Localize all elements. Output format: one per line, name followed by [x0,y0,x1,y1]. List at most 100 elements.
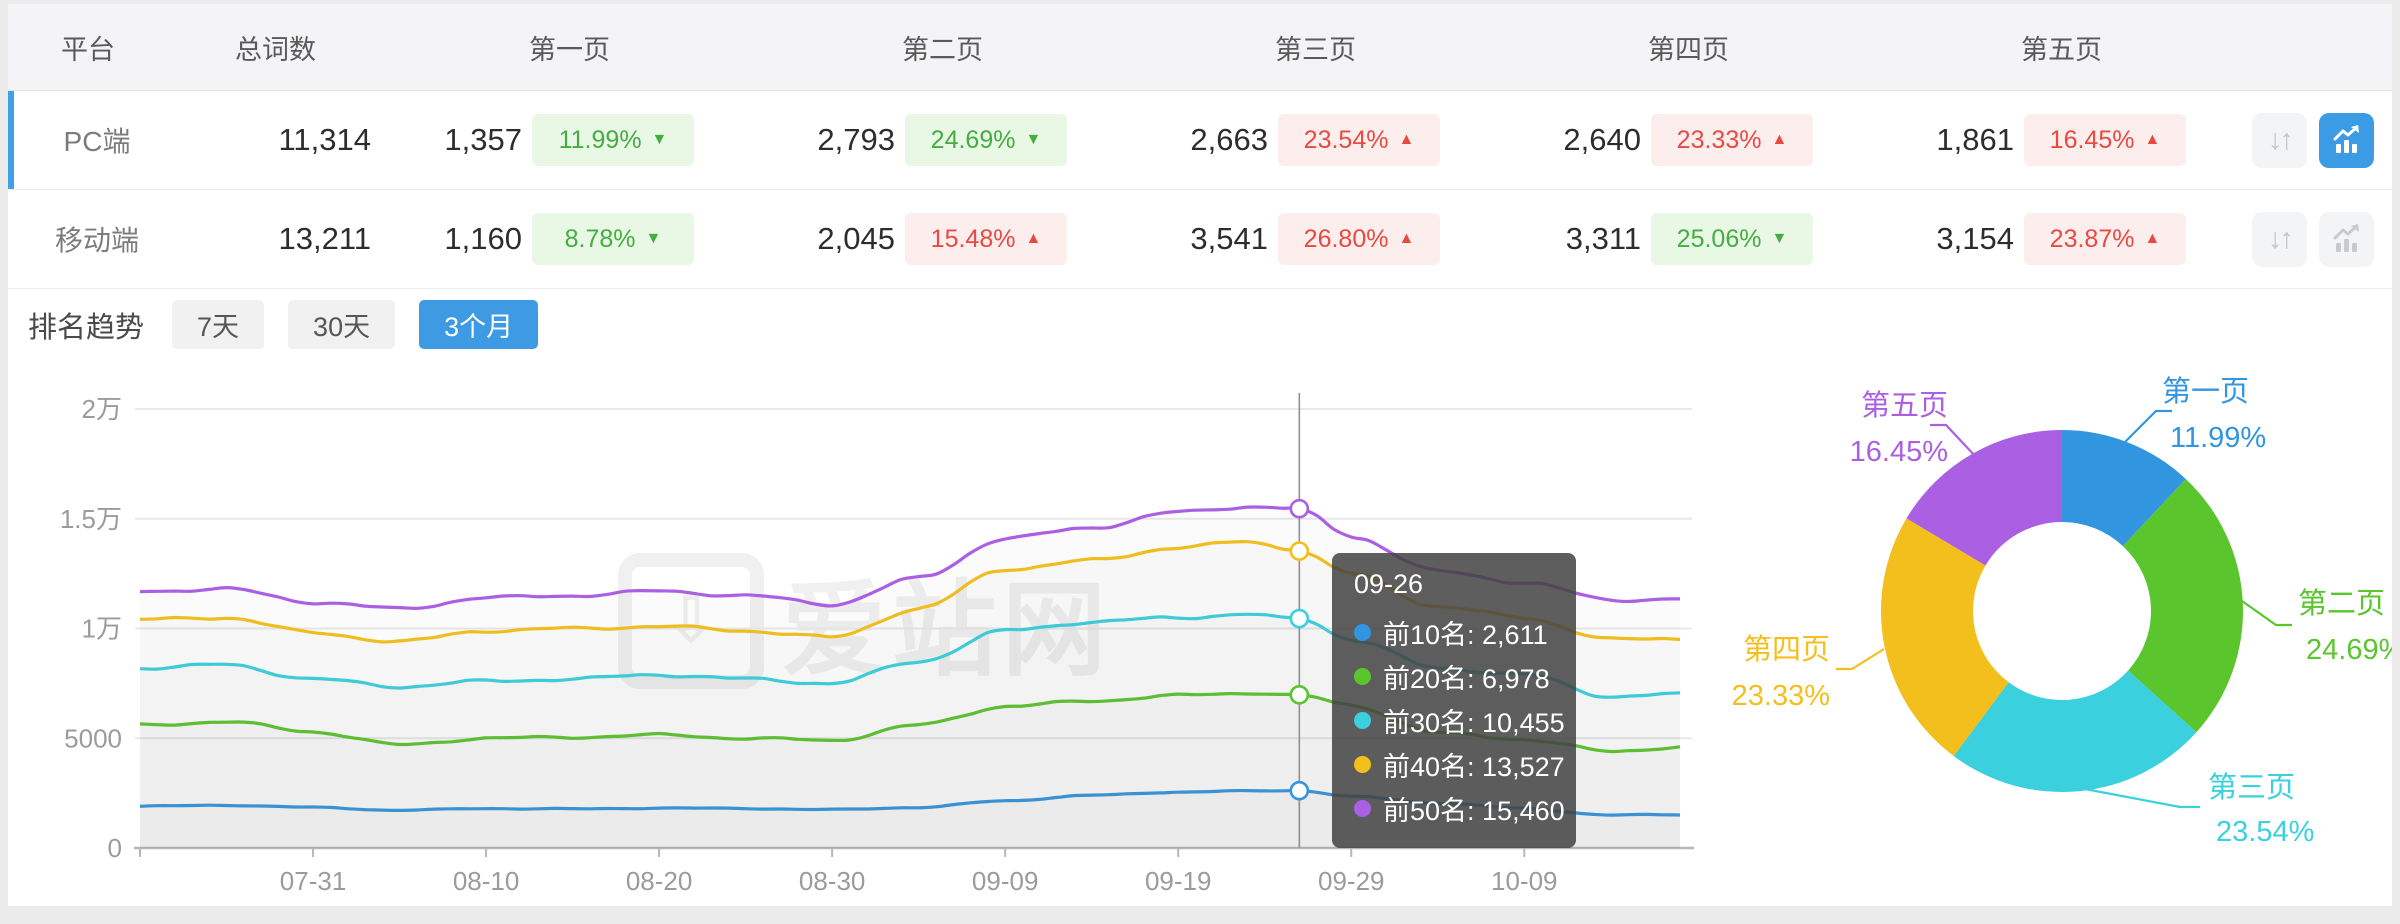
donut-slice-第二页[interactable] [2122,478,2244,733]
tooltip-row-text: 前20名: 6,978 [1383,663,1550,694]
page3-count: 2,663 [1190,122,1268,157]
donut-label-percent: 23.54% [2216,816,2314,848]
range-button-2[interactable]: 3个月 [419,300,539,349]
x-axis-label: 08-10 [453,866,520,896]
donut-label-percent: 11.99% [2170,422,2266,454]
sort-updown-button[interactable]: ↓↑ [2252,211,2307,267]
series-dot-icon [1354,623,1371,641]
page1-cell: 1,357 11.99% ▼ [383,114,756,166]
x-axis-label: 08-30 [799,866,866,896]
table-row-pc[interactable]: PC端 11,314 1,357 11.99% ▼ 2,793 24.69% ▼ … [8,91,2392,190]
donut-label-name: 第五页 [1861,389,1948,422]
page5-percent-badge: 23.87% ▲ [2024,213,2186,265]
total-words-value: 11,314 [278,122,371,157]
percent-value: 11.99% [558,125,642,154]
y-axis-label: 1万 [82,614,122,644]
page3-cell: 3,541 26.80% ▲ [1129,213,1502,265]
donut-label-leader [1930,423,1977,458]
table-body: PC端 11,314 1,357 11.99% ▼ 2,793 24.69% ▼ … [8,91,2392,289]
page2-count: 2,793 [817,122,895,157]
tooltip-row: 前30名: 10,455 [1354,698,1565,742]
page1-cell: 1,160 8.78% ▼ [383,213,756,265]
page4-count: 2,640 [1563,122,1641,157]
series-dot-icon [1354,667,1371,685]
donut-slice-第四页[interactable] [1881,518,2009,756]
page1-percent-badge: 11.99% ▼ [532,114,694,166]
page3-percent-badge: 26.80% ▲ [1278,213,1440,265]
donut-slice-第三页[interactable] [1953,670,2197,792]
trend-chart-icon [2333,125,2359,153]
x-axis-label: 10-09 [1491,866,1558,896]
tooltip-row-text: 前40名: 13,527 [1383,751,1565,782]
tooltip-date: 09-26 [1354,569,1424,599]
crosshair-marker-前20名 [1289,685,1310,705]
donut-slice-第五页[interactable] [1906,430,2062,566]
triangle-down-icon: ▼ [1771,230,1788,247]
tooltip-row-text: 前50名: 15,460 [1383,795,1565,826]
tooltip-row: 前40名: 13,527 [1354,742,1565,786]
x-axis-label: 09-29 [1318,866,1385,896]
triangle-up-icon: ▲ [1771,131,1788,148]
donut-label-percent: 23.33% [1732,680,1830,712]
tooltip-row: 前10名: 2,611 [1354,610,1554,654]
donut-label-leader [2117,409,2172,450]
trend-controls: 排名趋势 7天 30天 3个月 [28,300,539,349]
page5-cell: 1,861 16.45% ▲ [1875,114,2248,166]
page2-cell: 2,793 24.69% ▼ [756,114,1129,166]
donut-label-name: 第二页 [2298,587,2385,620]
donut-slice-第一页[interactable] [2062,430,2186,547]
range-button-1[interactable]: 30天 [288,300,396,349]
crosshair-marker-前40名 [1289,541,1310,561]
donut-label-leader [1836,648,1885,671]
y-axis-label: 1.5万 [60,504,122,534]
page5-cell: 3,154 23.87% ▲ [1875,213,2248,265]
column-header: 总词数 [235,34,316,65]
crosshair-marker-前30名 [1289,608,1310,629]
triangle-down-icon: ▼ [645,230,662,247]
range-button-0[interactable]: 7天 [172,300,265,349]
page4-percent-badge: 25.06% ▼ [1651,213,1813,265]
chart-tooltip: 09-26 前10名: 2,611 前20名: 6,978 前30名: 10,4… [1332,553,1576,848]
up-down-arrows-icon: ↓↑ [2268,123,2294,156]
platform-label: PC端 [63,126,131,157]
page1-percent-badge: 8.78% ▼ [532,213,694,265]
percent-value: 25.06% [1676,224,1762,253]
column-header: 平台 [61,34,115,65]
trend-chart-icon [2333,224,2359,252]
triangle-up-icon: ▲ [2144,131,2161,148]
donut-label-leader [2084,787,2200,809]
percent-value: 15.48% [930,224,1016,253]
x-axis-label: 09-09 [972,866,1039,896]
column-header: 第四页 [1648,34,1729,65]
page4-count: 3,311 [1565,221,1641,256]
row-actions: ↓↑ [2248,112,2392,168]
trend-chart-button[interactable] [2319,211,2374,267]
donut-label-name: 第一页 [2162,375,2249,408]
series-dot-icon [1354,755,1371,773]
triangle-up-icon: ▲ [1398,230,1415,247]
percent-value: 23.87% [2049,224,2135,253]
sort-updown-button[interactable]: ↓↑ [2252,112,2307,168]
page3-cell: 2,663 23.54% ▲ [1129,114,1502,166]
tooltip-row: 前20名: 6,978 [1354,654,1554,698]
page4-cell: 2,640 23.33% ▲ [1502,114,1875,166]
page3-percent-badge: 23.54% ▲ [1278,114,1440,166]
triangle-up-icon: ▲ [1398,131,1415,148]
page5-percent-badge: 16.45% ▲ [2024,114,2186,166]
total-words-value: 13,211 [278,221,371,256]
y-axis-label: 0 [108,833,122,863]
page5-count: 3,154 [1936,221,2014,256]
trend-chart-button[interactable] [2319,112,2374,168]
page3-count: 3,541 [1190,221,1268,256]
up-down-arrows-icon: ↓↑ [2268,222,2294,255]
percent-value: 8.78% [564,224,636,253]
table-row-mobile[interactable]: 移动端 13,211 1,160 8.78% ▼ 2,045 15.48% ▲ 3… [8,190,2392,289]
triangle-down-icon: ▼ [651,131,668,148]
crosshair-marker-前50名 [1289,498,1310,519]
x-axis-label: 09-19 [1145,866,1212,896]
trend-and-donut-chart: 0 5000 1万 1.5万 2万 07-31 08-10 08-20 08-30 09-09 09… [60,375,2392,896]
column-header: 第三页 [1275,34,1356,65]
triangle-up-icon: ▲ [1025,230,1042,247]
page4-percent-badge: 23.33% ▲ [1651,114,1813,166]
